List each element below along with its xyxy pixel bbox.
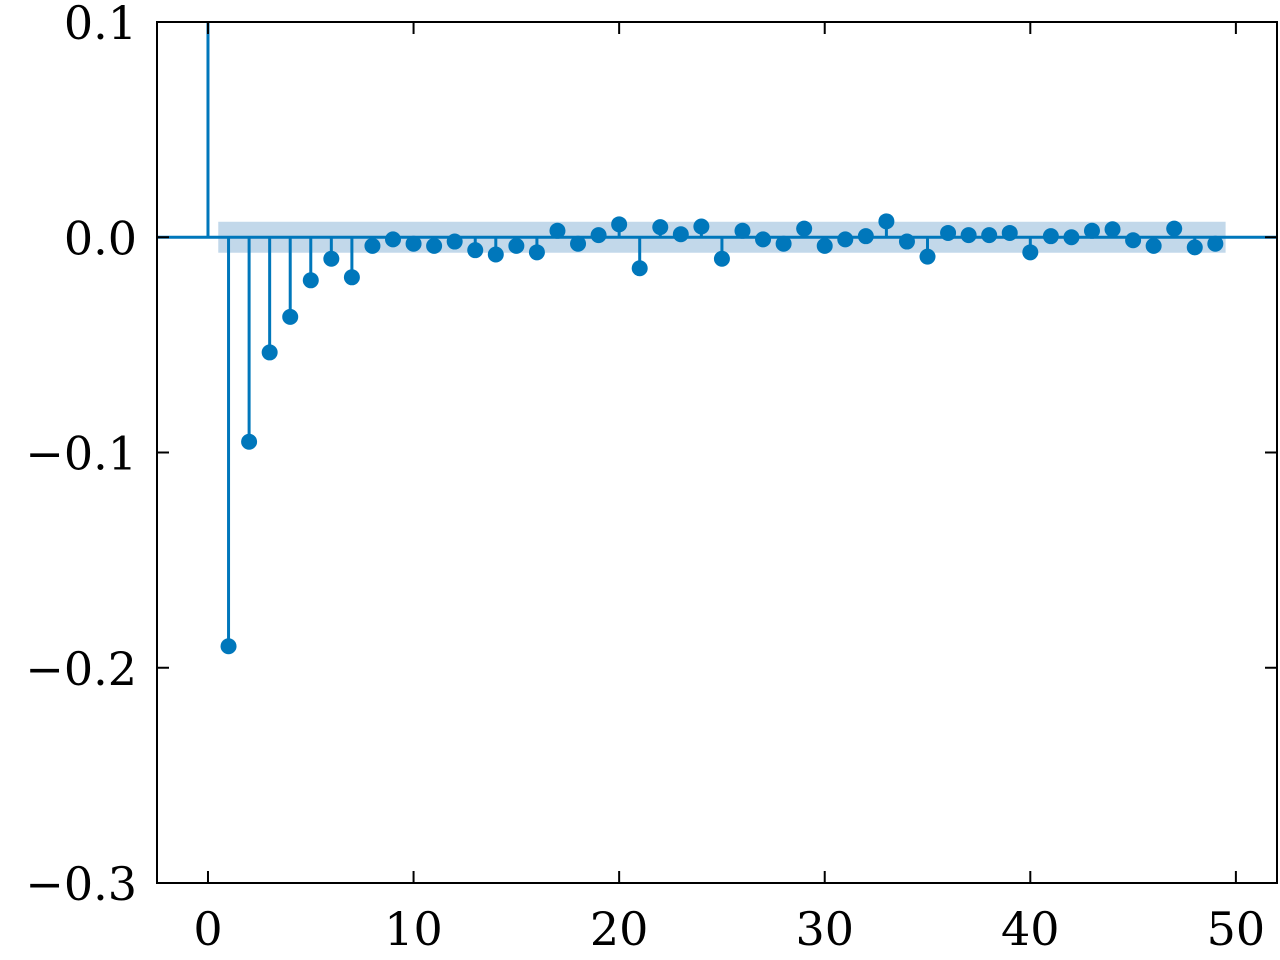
x-tick-label: 10 bbox=[384, 902, 443, 956]
marker bbox=[1145, 237, 1162, 254]
marker bbox=[1186, 239, 1203, 256]
marker bbox=[364, 237, 381, 254]
marker bbox=[426, 237, 443, 254]
marker bbox=[1104, 221, 1121, 238]
marker bbox=[343, 269, 360, 286]
marker bbox=[919, 248, 936, 265]
plot-area bbox=[157, 22, 1277, 655]
marker bbox=[837, 231, 854, 248]
marker bbox=[302, 272, 319, 289]
x-tick-label: 40 bbox=[1001, 902, 1060, 956]
marker bbox=[1207, 235, 1224, 252]
marker bbox=[775, 235, 792, 252]
marker bbox=[405, 235, 422, 252]
y-tick-label: 0.0 bbox=[64, 211, 137, 265]
marker bbox=[1001, 224, 1018, 241]
marker bbox=[981, 227, 998, 244]
marker bbox=[1042, 228, 1059, 245]
marker bbox=[672, 226, 689, 243]
marker bbox=[713, 250, 730, 267]
x-tick-label: 20 bbox=[590, 902, 649, 956]
x-tick-label: 30 bbox=[795, 902, 854, 956]
marker bbox=[693, 218, 710, 235]
marker bbox=[570, 235, 587, 252]
marker bbox=[241, 433, 258, 450]
marker bbox=[220, 638, 237, 655]
x-tick-label: 50 bbox=[1207, 902, 1266, 956]
marker bbox=[508, 237, 525, 254]
marker bbox=[960, 227, 977, 244]
marker bbox=[755, 231, 772, 248]
marker bbox=[1166, 220, 1183, 237]
marker bbox=[549, 222, 566, 239]
marker bbox=[590, 227, 607, 244]
marker bbox=[282, 308, 299, 325]
y-tick-label: 0.1 bbox=[64, 0, 137, 50]
y-tick-label: −0.2 bbox=[25, 642, 137, 696]
marker bbox=[446, 233, 463, 250]
marker bbox=[487, 246, 504, 263]
marker bbox=[385, 231, 402, 248]
marker bbox=[898, 233, 915, 250]
marker bbox=[323, 250, 340, 267]
marker bbox=[734, 222, 751, 239]
marker bbox=[796, 220, 813, 237]
marker bbox=[940, 224, 957, 241]
marker bbox=[1083, 222, 1100, 239]
y-tick-label: −0.1 bbox=[25, 427, 137, 481]
marker bbox=[1125, 232, 1142, 249]
marker bbox=[1022, 244, 1039, 261]
marker bbox=[261, 344, 278, 361]
marker bbox=[611, 216, 628, 233]
marker bbox=[1063, 229, 1080, 246]
marker bbox=[857, 228, 874, 245]
marker bbox=[816, 237, 833, 254]
marker bbox=[631, 260, 648, 277]
x-tick-label: 0 bbox=[193, 902, 222, 956]
marker bbox=[652, 219, 669, 236]
y-tick-label: −0.3 bbox=[25, 857, 137, 911]
marker bbox=[878, 213, 895, 230]
marker bbox=[528, 244, 545, 261]
axes-frame bbox=[156, 21, 1278, 884]
marker bbox=[467, 242, 484, 259]
